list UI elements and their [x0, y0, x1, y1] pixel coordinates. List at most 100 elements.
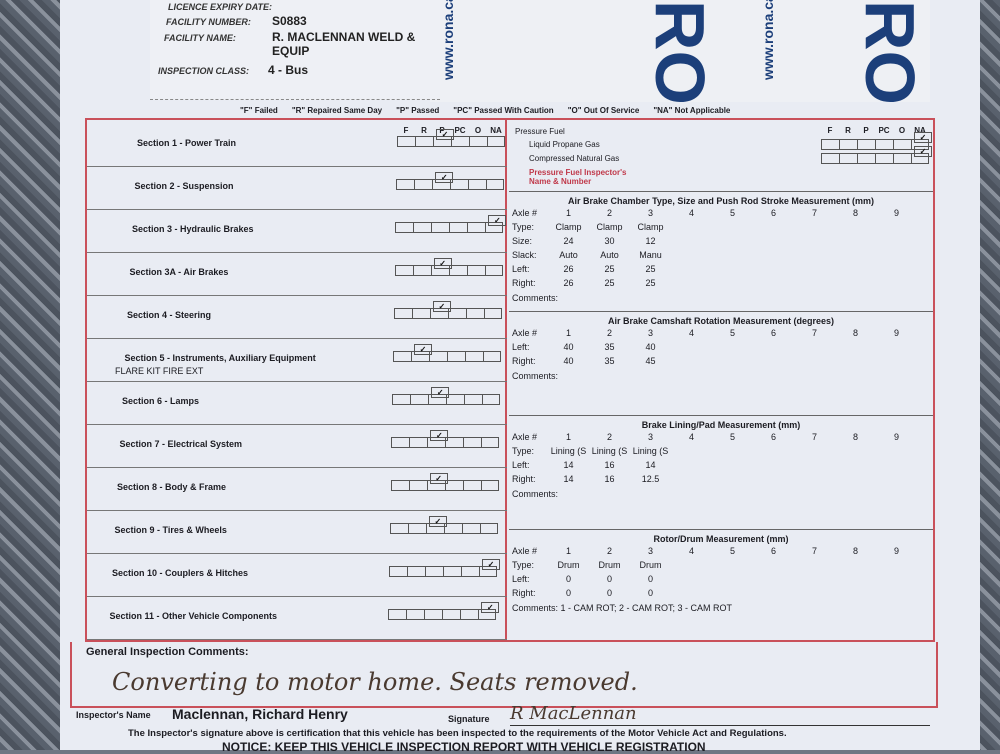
checkbox-pc[interactable] [875, 153, 893, 164]
checkbox-f[interactable] [389, 523, 408, 534]
section-name: Section 8 - Body & Frame [117, 482, 227, 492]
checkbox-na[interactable] [481, 437, 500, 448]
checkbox-na[interactable]: ✓ [485, 215, 507, 233]
checkbox-o[interactable] [461, 566, 479, 577]
checkbox-r[interactable] [412, 265, 431, 276]
checkbox-o[interactable] [465, 308, 484, 319]
checkbox-r[interactable] [413, 222, 432, 233]
checkbox-na[interactable] [487, 136, 505, 147]
checkbox-na[interactable] [483, 351, 501, 362]
checkbox-pc[interactable] [446, 394, 465, 405]
checkbox-r[interactable] [411, 308, 430, 319]
checkbox-pc[interactable] [444, 480, 463, 491]
row-label: Left: [512, 264, 530, 274]
checkbox-p[interactable]: ✓ [427, 430, 449, 448]
checkbox-f[interactable] [388, 609, 407, 620]
checkbox-p[interactable]: ✓ [425, 516, 447, 534]
checkbox-f[interactable] [393, 308, 412, 319]
checkbox-na[interactable] [480, 480, 499, 491]
checkbox-f[interactable] [396, 179, 415, 190]
checkbox-na[interactable]: ✓ [478, 602, 500, 620]
result-checkboxes: ✓ [390, 473, 499, 491]
checkbox-p[interactable] [424, 609, 443, 620]
checkbox-f[interactable] [390, 480, 409, 491]
section-row: Section 9 - Tires & Wheels ✓ [87, 511, 507, 554]
checkbox-p[interactable] [857, 153, 875, 164]
measurement-value: 4 [688, 546, 694, 556]
checkbox-o[interactable] [462, 480, 481, 491]
checkbox-pc[interactable] [450, 179, 469, 190]
result-checkboxes: ✓ [393, 344, 501, 362]
checkbox-r[interactable] [407, 523, 426, 534]
measurement-value: 4 [688, 208, 694, 218]
checkbox-o[interactable] [468, 179, 487, 190]
checkbox-na[interactable]: ✓ [479, 559, 500, 577]
checkbox-pc[interactable] [443, 523, 462, 534]
checkbox-o[interactable] [460, 609, 479, 620]
checkbox-r[interactable] [408, 480, 427, 491]
checkbox-na[interactable] [479, 523, 498, 534]
checkbox-f[interactable] [394, 265, 413, 276]
checkbox-p[interactable]: ✓ [430, 258, 452, 276]
checkbox-pc[interactable] [448, 265, 467, 276]
checkbox-pc[interactable] [443, 566, 461, 577]
measurement-value: 24 [563, 236, 574, 246]
bag-logo-2: RONA [850, 0, 930, 102]
checkbox-na[interactable] [482, 394, 501, 405]
checkbox-p[interactable]: ✓ [429, 301, 451, 319]
checkbox-o[interactable] [469, 136, 487, 147]
checkbox-pc[interactable] [442, 609, 461, 620]
measurement-value: 30 [604, 236, 615, 246]
checkbox-na[interactable] [486, 179, 505, 190]
checkbox-p[interactable]: ✓ [428, 387, 450, 405]
checkbox-o[interactable] [464, 394, 483, 405]
checkbox-r[interactable]: ✓ [411, 344, 432, 362]
checkmark-icon: ✓ [481, 602, 500, 613]
measurement-value: Manu [639, 250, 662, 260]
checkbox-r[interactable] [410, 394, 429, 405]
checkbox-r[interactable] [839, 153, 857, 164]
checkbox-f[interactable] [393, 351, 411, 362]
checkbox-f[interactable] [395, 222, 414, 233]
checkbox-r[interactable] [414, 179, 433, 190]
checkbox-pc[interactable] [445, 437, 464, 448]
checkbox-na[interactable] [484, 265, 503, 276]
checkbox-pc[interactable] [449, 222, 468, 233]
section-row: Section 2 - Suspension ✓ [87, 167, 507, 210]
checkbox-o[interactable] [465, 351, 483, 362]
checkbox-pc[interactable] [447, 308, 466, 319]
checkbox-p[interactable] [857, 139, 875, 150]
checkbox-r[interactable] [415, 136, 433, 147]
checkbox-na[interactable] [483, 308, 502, 319]
checkbox-pc[interactable] [451, 136, 469, 147]
checkbox-r[interactable] [409, 437, 428, 448]
checkbox-p[interactable] [429, 351, 447, 362]
checkbox-p[interactable]: ✓ [426, 473, 448, 491]
checkbox-f[interactable] [391, 437, 410, 448]
checkbox-r[interactable] [839, 139, 857, 150]
checkbox-o[interactable] [893, 139, 911, 150]
checkbox-o[interactable] [893, 153, 911, 164]
checkbox-r[interactable] [406, 609, 425, 620]
checkbox-na[interactable]: ✓ [911, 146, 932, 164]
checkbox-pc[interactable] [875, 139, 893, 150]
checkbox-f[interactable] [392, 394, 411, 405]
checkbox-f[interactable] [821, 153, 839, 164]
measurement-value: 6 [770, 432, 776, 442]
checkbox-f[interactable] [821, 139, 839, 150]
checkbox-na[interactable]: ✓ [911, 132, 932, 150]
checkbox-p[interactable]: ✓ [433, 129, 454, 147]
measurement-value: 2 [606, 208, 612, 218]
checkbox-r[interactable] [407, 566, 425, 577]
checkbox-p[interactable]: ✓ [432, 172, 454, 190]
checkbox-o[interactable] [463, 437, 482, 448]
checkbox-pc[interactable] [447, 351, 465, 362]
checkbox-o[interactable] [467, 222, 486, 233]
checkbox-p[interactable] [431, 222, 450, 233]
checkbox-f[interactable] [397, 136, 415, 147]
checkbox-p[interactable] [425, 566, 443, 577]
column-header-na: NA [490, 126, 502, 135]
checkbox-f[interactable] [389, 566, 407, 577]
checkbox-o[interactable] [466, 265, 485, 276]
checkbox-o[interactable] [461, 523, 480, 534]
